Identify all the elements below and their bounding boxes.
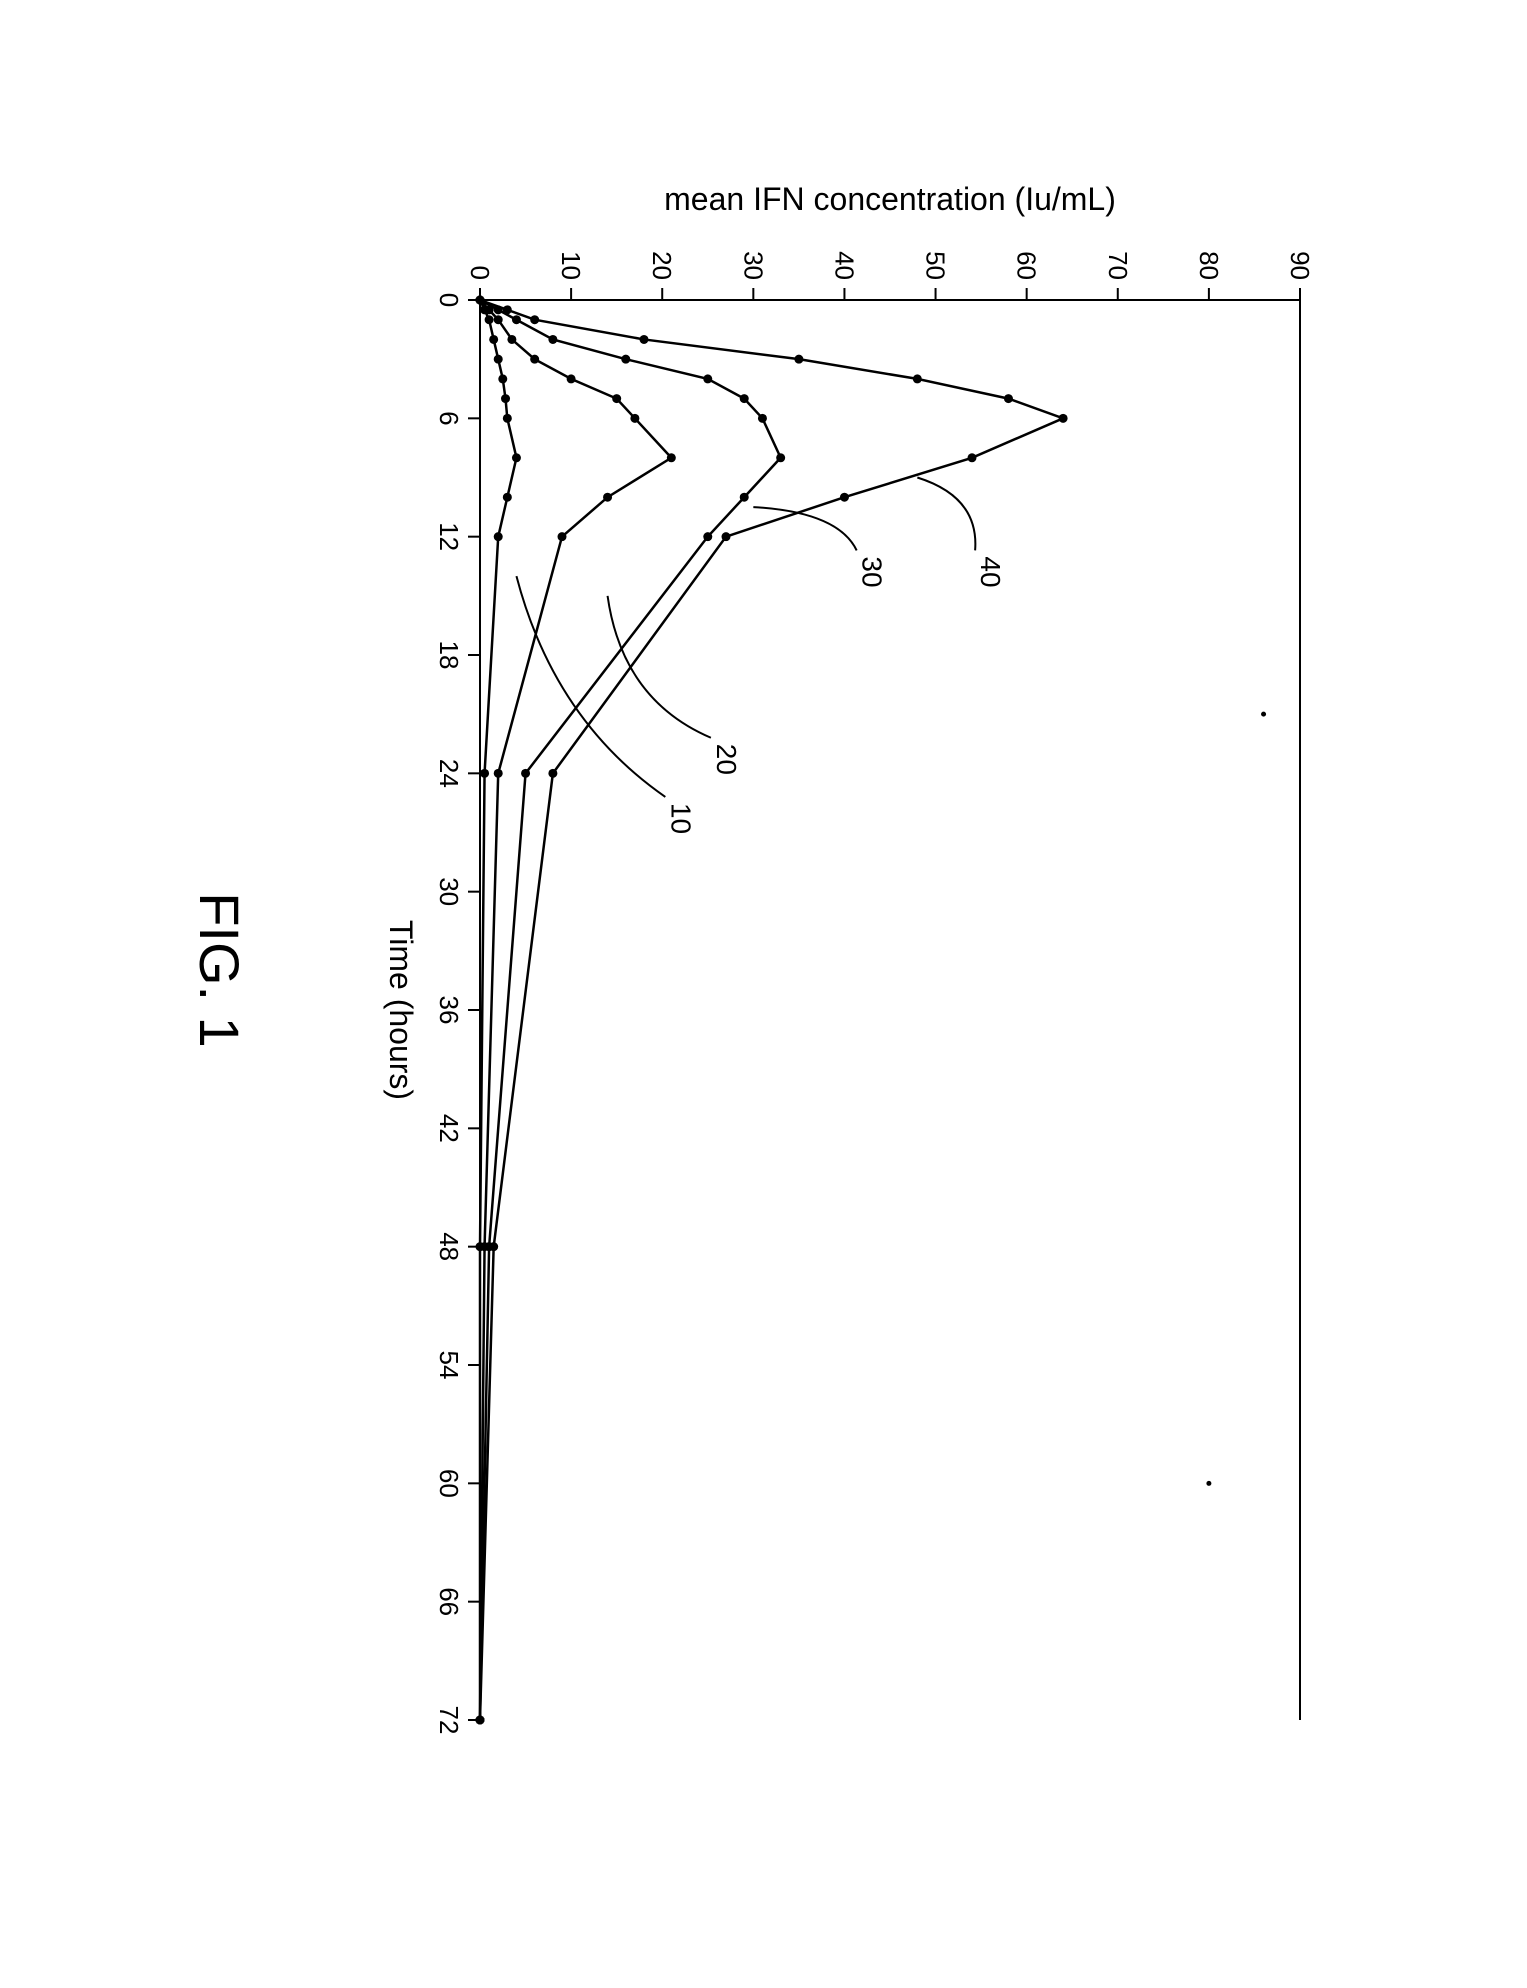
data-point	[567, 374, 576, 383]
data-point	[840, 493, 849, 502]
axes: 0 6 12 18 24 30 36 42 48 54 60 66 72 Time (hours) 0 10 2…	[383, 181, 1315, 1734]
annotation-leader-40	[917, 478, 975, 551]
speck	[1206, 1481, 1211, 1486]
data-point	[485, 315, 494, 324]
data-point	[489, 335, 498, 344]
speck	[1261, 712, 1266, 717]
y-tick-label: 20	[647, 251, 677, 280]
series-line-40	[480, 300, 1063, 1720]
x-tick-label: 42	[434, 1114, 464, 1143]
figure-caption: FIG. 1	[188, 892, 251, 1048]
data-point	[548, 769, 557, 778]
x-tick-label: 66	[434, 1587, 464, 1616]
data-point	[794, 355, 803, 364]
y-tick-label: 0	[465, 266, 495, 280]
data-point	[640, 335, 649, 344]
data-point	[548, 335, 557, 344]
y-tick-label: 40	[829, 251, 859, 280]
chart-box: 0 6 12 18 24 30 36 42 48 54 60 66 72 Time (hours) 0 10 2…	[160, 140, 1360, 1840]
data-point	[476, 1716, 485, 1725]
annotations: 10 20 30 40	[516, 478, 1006, 835]
data-point	[740, 493, 749, 502]
x-tick-label: 18	[434, 641, 464, 670]
series-line-30	[480, 300, 781, 1720]
data-point	[530, 355, 539, 364]
x-tick-label: 12	[434, 522, 464, 551]
y-axis-title: mean IFN concentration (Iu/mL)	[664, 181, 1116, 217]
series-line-20	[480, 300, 671, 1720]
data-point	[494, 769, 503, 778]
data-point	[476, 296, 485, 305]
data-point	[530, 315, 539, 324]
data-point	[740, 394, 749, 403]
y-tick-label: 60	[1012, 251, 1042, 280]
x-tick-label: 0	[434, 293, 464, 307]
data-point	[494, 355, 503, 364]
data-point	[621, 355, 630, 364]
y-tick-label: 30	[738, 251, 768, 280]
data-point	[1059, 414, 1068, 423]
data-point	[494, 532, 503, 541]
y-tick-label: 90	[1285, 251, 1315, 280]
data-point	[968, 453, 977, 462]
x-tick-label: 54	[434, 1351, 464, 1380]
data-point	[512, 453, 521, 462]
x-tick-label: 30	[434, 877, 464, 906]
series-group	[476, 296, 1068, 1725]
data-point	[501, 394, 510, 403]
y-tick-label: 70	[1103, 251, 1133, 280]
x-axis-title: Time (hours)	[383, 920, 419, 1100]
data-point	[521, 769, 530, 778]
data-point	[667, 453, 676, 462]
data-point	[512, 315, 521, 324]
x-tick-label: 24	[434, 759, 464, 788]
annotation-label-40: 40	[975, 556, 1006, 587]
data-point	[494, 315, 503, 324]
data-point	[913, 374, 922, 383]
data-point	[776, 453, 785, 462]
data-point	[1004, 394, 1013, 403]
data-point	[480, 769, 489, 778]
annotation-label-30: 30	[857, 556, 888, 587]
annotation-label-10: 10	[665, 803, 696, 834]
data-point	[489, 1242, 498, 1251]
y-tick-label: 80	[1194, 251, 1224, 280]
x-tick-label: 60	[434, 1469, 464, 1498]
y-tick-label: 10	[556, 251, 586, 280]
data-point	[503, 305, 512, 314]
x-tick-label: 72	[434, 1706, 464, 1735]
data-point	[703, 532, 712, 541]
annotation-label-20: 20	[711, 744, 742, 775]
annotation-leader-30	[753, 507, 856, 550]
data-point	[558, 532, 567, 541]
data-point	[503, 493, 512, 502]
data-point	[498, 374, 507, 383]
x-tick-label: 6	[434, 411, 464, 425]
x-tick-label: 36	[434, 996, 464, 1025]
page: 0 6 12 18 24 30 36 42 48 54 60 66 72 Time (hours) 0 10 2…	[0, 0, 1527, 1988]
data-point	[503, 414, 512, 423]
chart-rotated-wrapper: 0 6 12 18 24 30 36 42 48 54 60 66 72 Time (hours) 0 10 2…	[160, 140, 1360, 1840]
data-point	[630, 414, 639, 423]
annotation-leader-20	[608, 596, 711, 738]
data-point	[758, 414, 767, 423]
data-point	[603, 493, 612, 502]
chart-svg: 0 6 12 18 24 30 36 42 48 54 60 66 72 Time (hours) 0 10 2…	[160, 140, 1360, 1840]
x-tick-label: 48	[434, 1232, 464, 1261]
data-point	[703, 374, 712, 383]
data-point	[612, 394, 621, 403]
data-point	[507, 335, 516, 344]
data-point	[722, 532, 731, 541]
y-tick-label: 50	[921, 251, 951, 280]
